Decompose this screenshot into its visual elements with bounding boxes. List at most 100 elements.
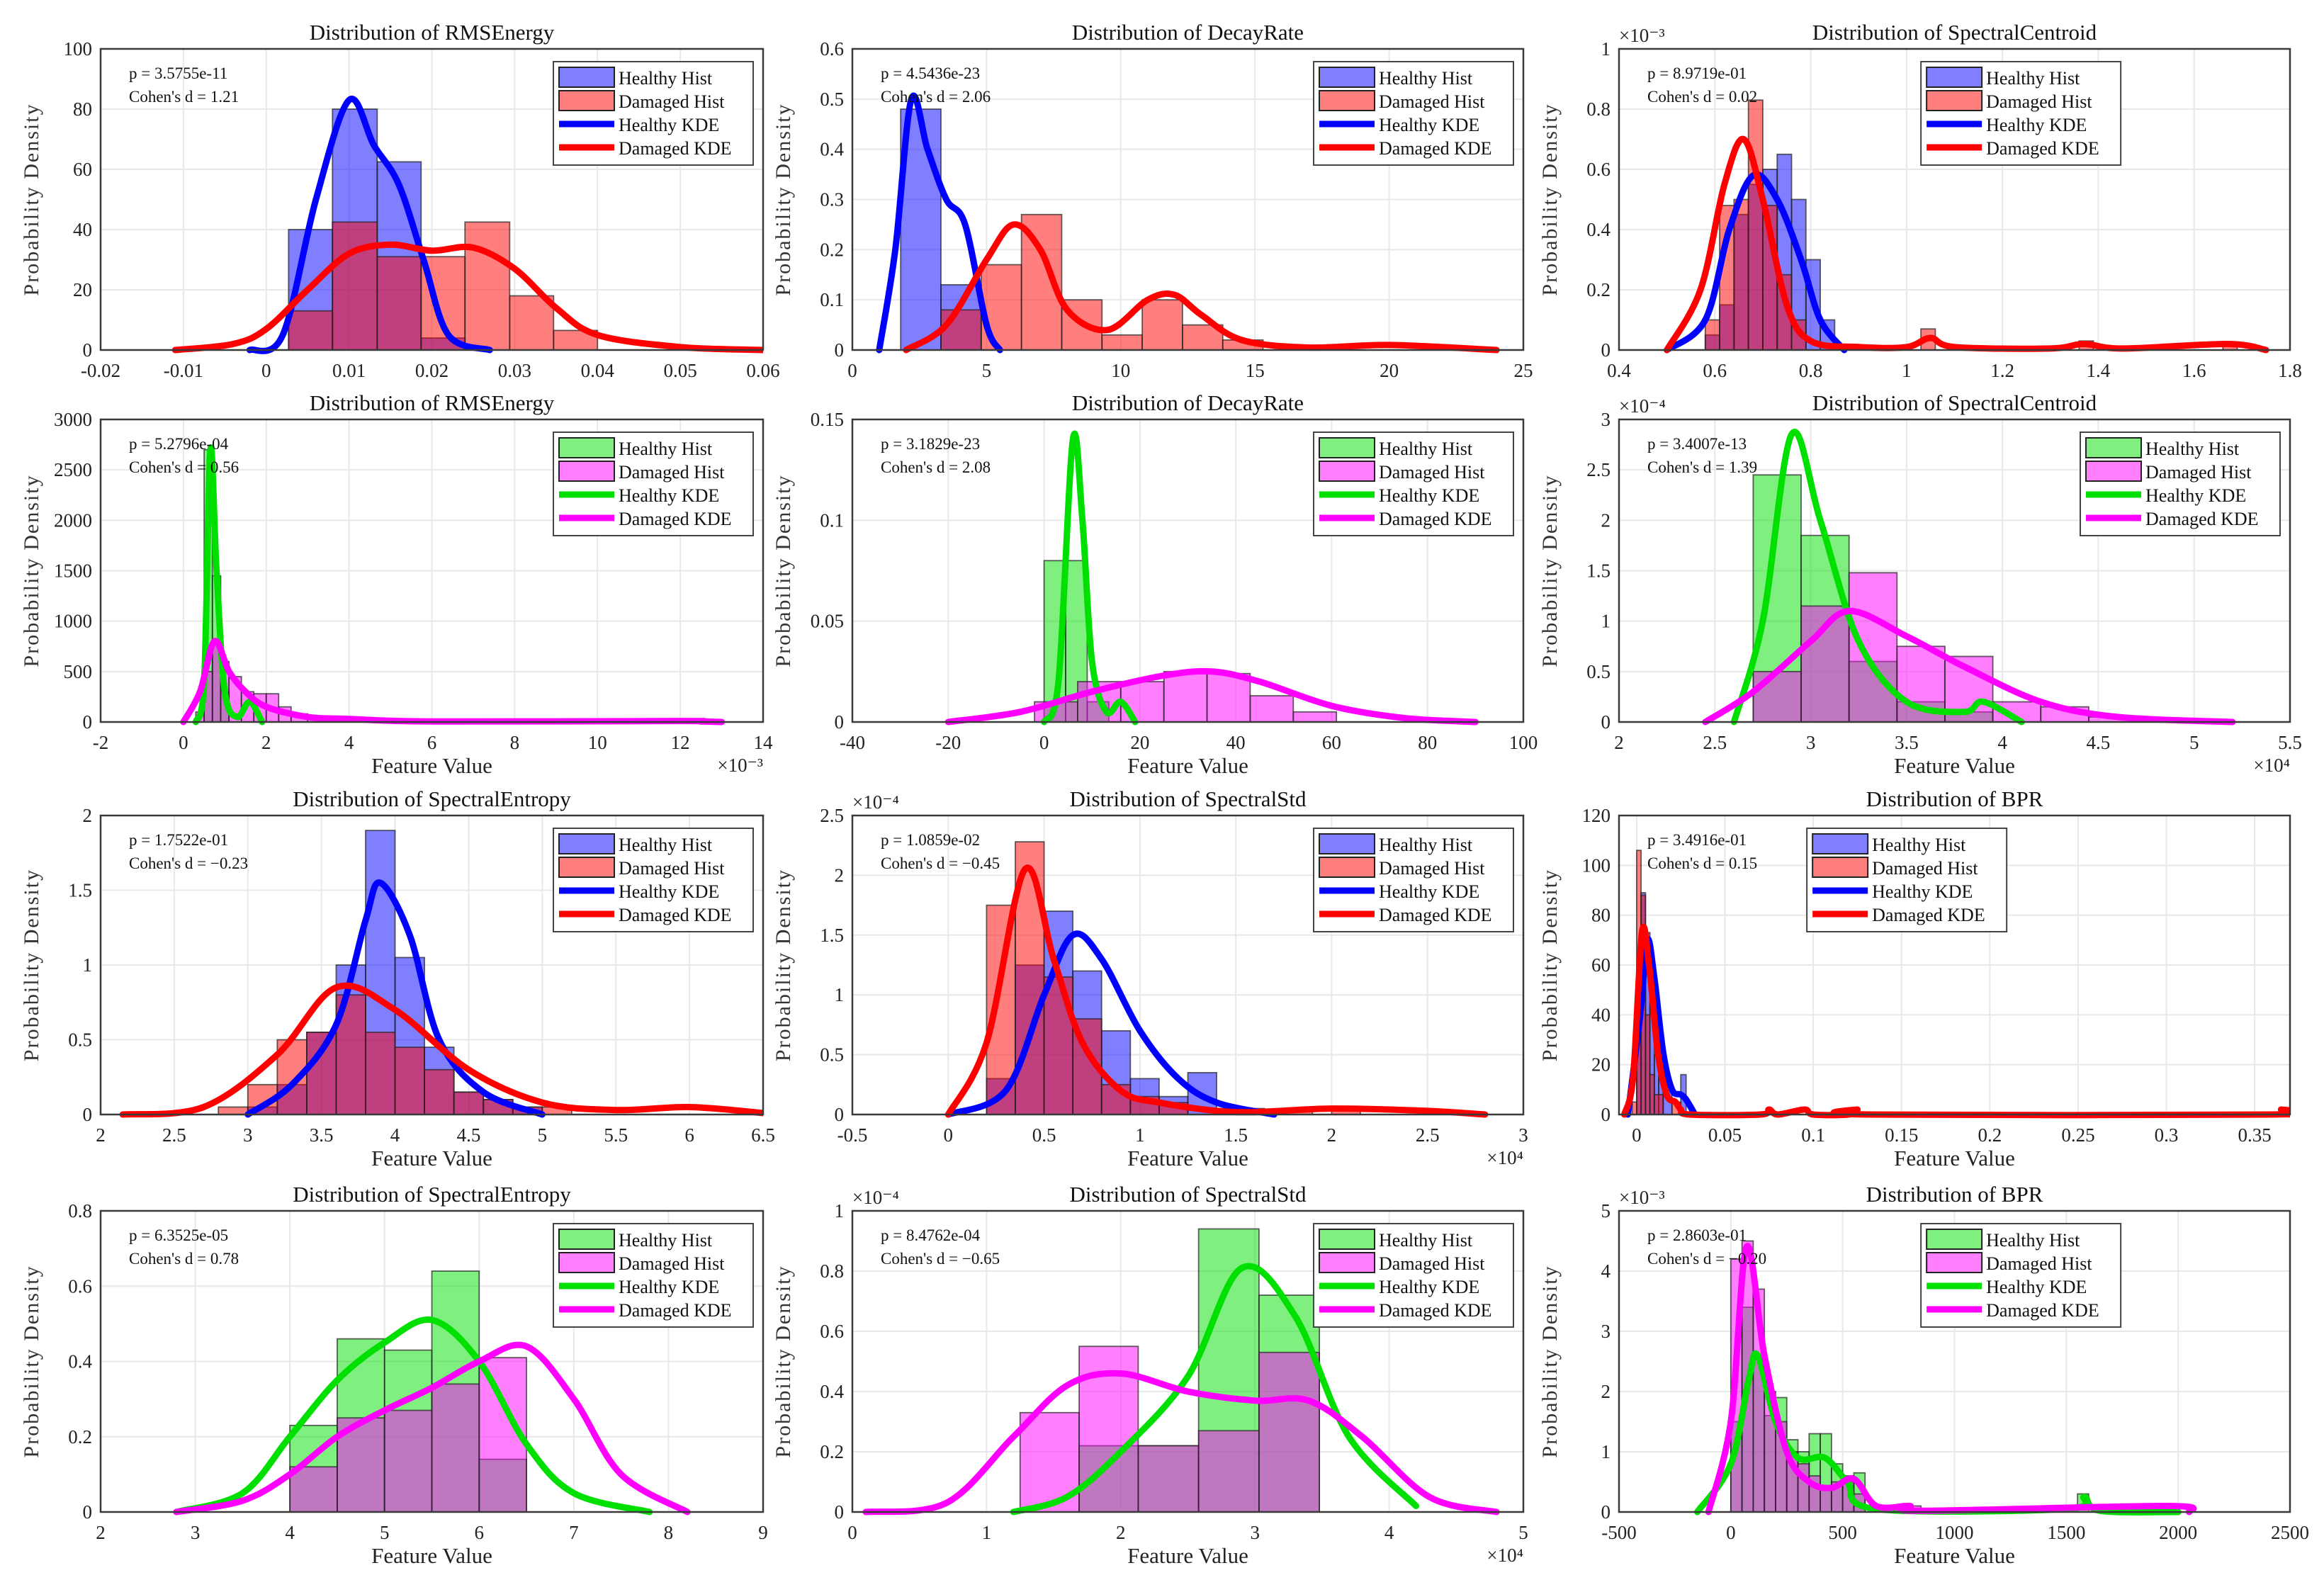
plot-marks bbox=[1664, 99, 2269, 354]
y-tick-label: 60 bbox=[1591, 954, 1611, 976]
x-tick-label: 5.5 bbox=[2278, 732, 2302, 753]
legend-label: Damaged KDE bbox=[619, 138, 732, 159]
p-value-text: p = 3.4916e-01 bbox=[1647, 831, 1747, 849]
x-tick-label: 10 bbox=[588, 732, 607, 753]
x-tick-label: 40 bbox=[1226, 732, 1246, 753]
y-axis-label: Probability Density bbox=[1538, 869, 1562, 1061]
x-tick-label: 8 bbox=[510, 732, 520, 753]
x-tick-label: -40 bbox=[840, 732, 865, 753]
subplot-0: -0.02 -0.01 0 0.01 0.02 0.03 0.04 0.05 0.06 0 20 40… bbox=[20, 20, 780, 381]
legend-hist-swatch bbox=[1319, 1229, 1375, 1250]
y-tick-label: 0.1 bbox=[820, 509, 844, 531]
damaged-hist-bar bbox=[1119, 681, 1165, 723]
legend-hist-swatch bbox=[1319, 437, 1375, 458]
damaged-kde-line bbox=[1664, 135, 2269, 354]
x-tick-label: 1.6 bbox=[2182, 360, 2206, 381]
x-tick-label: 4.5 bbox=[457, 1124, 481, 1146]
y-tick-label: 80 bbox=[73, 98, 92, 120]
x-tick-label: 2 bbox=[1116, 1522, 1126, 1543]
y-tick-label: 0.2 bbox=[1586, 279, 1611, 300]
y-tick-label: 2 bbox=[83, 805, 93, 826]
legend-hist-swatch bbox=[1926, 1252, 1983, 1273]
x-tick-label: 0 bbox=[1726, 1522, 1736, 1543]
axes-box bbox=[851, 47, 1525, 351]
x-tick-label: 12 bbox=[671, 732, 690, 753]
x-tick-label: 0 bbox=[179, 732, 188, 753]
damaged-hist-bar bbox=[383, 1409, 433, 1513]
x-tick-label: 1.4 bbox=[2087, 360, 2111, 381]
damaged-kde-line bbox=[119, 982, 763, 1118]
legend-label: Damaged KDE bbox=[1872, 905, 1985, 925]
x-tick-label: 0.6 bbox=[1703, 360, 1727, 381]
damaged-hist-bar bbox=[1704, 319, 1720, 351]
legend-hist-swatch bbox=[558, 437, 615, 458]
y-tick-label: 1 bbox=[835, 984, 845, 1005]
x-tick-label: 5 bbox=[380, 1522, 390, 1543]
subplot-title: Distribution of SpectralCentroid bbox=[1812, 20, 2097, 45]
legend-hist-swatch bbox=[1812, 833, 1869, 854]
legend-label: Healthy KDE bbox=[1379, 1277, 1479, 1297]
legend-label: Healthy Hist bbox=[1379, 439, 1473, 459]
x-tick-label: 0.05 bbox=[1708, 1124, 1742, 1146]
axes-box bbox=[851, 814, 1525, 1116]
legend-hist-swatch bbox=[2085, 461, 2142, 482]
damaged-hist-bar bbox=[289, 1466, 338, 1513]
y-axis-label: Probability Density bbox=[772, 103, 795, 295]
subplot-8: 0 0.05 0.1 0.15 0.2 0.25 0.3 0.35 0 20 40 60 80 100 12… bbox=[1538, 786, 2291, 1170]
y-tick-label: 0 bbox=[83, 339, 93, 361]
x-tick-label: 5 bbox=[982, 360, 992, 381]
subplot-title: Distribution of DecayRate bbox=[1072, 20, 1304, 45]
damaged-kde-line bbox=[862, 1370, 1500, 1516]
y-tick-label: 3 bbox=[1601, 1321, 1611, 1342]
subplot-title: Distribution of DecayRate bbox=[1072, 390, 1304, 415]
legend-label: Damaged Hist bbox=[619, 91, 725, 112]
damaged-hist-bar bbox=[940, 309, 982, 351]
y-tick-label: 0 bbox=[835, 339, 845, 361]
y-axis-label: Probability Density bbox=[772, 474, 795, 667]
healthy-kde-line bbox=[876, 92, 1003, 354]
p-value-text: p = 3.4007e-13 bbox=[1647, 435, 1747, 453]
x-tick-label: 0.06 bbox=[746, 360, 779, 381]
legend-hist-swatch bbox=[558, 1252, 615, 1273]
axes-box bbox=[1618, 47, 2291, 351]
y-tick-label: 5 bbox=[1601, 1200, 1611, 1221]
x-tick-label: 0.01 bbox=[332, 360, 366, 381]
legend-hist-swatch bbox=[558, 857, 615, 878]
x-tick-label: 2500 bbox=[2271, 1522, 2309, 1543]
legend-label: Damaged KDE bbox=[1379, 138, 1492, 159]
y-tick-label: 1 bbox=[1601, 611, 1611, 632]
x-tick-label: 0.04 bbox=[581, 360, 615, 381]
x-tick-label: 2 bbox=[1327, 1124, 1337, 1146]
x-tick-label: 5 bbox=[2189, 732, 2199, 753]
cohens-d-text: Cohen's d = 2.06 bbox=[881, 88, 991, 106]
x-tick-label: -20 bbox=[935, 732, 961, 753]
y-tick-label: 0.6 bbox=[820, 38, 844, 60]
legend-label: Healthy Hist bbox=[619, 1230, 713, 1251]
legend-hist-swatch bbox=[1319, 67, 1375, 88]
legend-hist-swatch bbox=[1926, 90, 1983, 111]
subplot-1: 0 5 10 15 20 25 0 0.1 0.2 0.3 0.4 0.5 0.6 Distributio… bbox=[772, 20, 1533, 381]
plot-marks bbox=[171, 95, 763, 354]
damaged-hist-bar bbox=[1747, 99, 1764, 351]
y-tick-label: 2500 bbox=[54, 459, 92, 480]
x-tick-label: 14 bbox=[754, 732, 774, 753]
y-tick-label: 0.4 bbox=[1586, 219, 1611, 240]
legend-label: Healthy Hist bbox=[2145, 439, 2240, 459]
p-value-text: p = 1.0859e-02 bbox=[881, 831, 980, 849]
p-value-text: p = 2.8603e-01 bbox=[1647, 1226, 1747, 1244]
x-tick-label: 4 bbox=[1384, 1522, 1394, 1543]
x-axis-multiplier: ×10⁴ bbox=[1487, 1545, 1523, 1566]
y-tick-label: 0 bbox=[83, 1501, 93, 1523]
legend-label: Damaged KDE bbox=[1986, 138, 2099, 159]
legend-label: Damaged Hist bbox=[619, 1253, 725, 1274]
x-tick-label: 25 bbox=[1514, 360, 1533, 381]
y-axis-label: Probability Density bbox=[20, 1265, 43, 1457]
x-tick-label: 6.5 bbox=[751, 1124, 775, 1146]
x-tick-label: 0 bbox=[944, 1124, 954, 1146]
legend-hist-swatch bbox=[558, 833, 615, 854]
x-axis-label: Feature Value bbox=[371, 1543, 492, 1568]
damaged-hist-bar bbox=[376, 256, 422, 351]
